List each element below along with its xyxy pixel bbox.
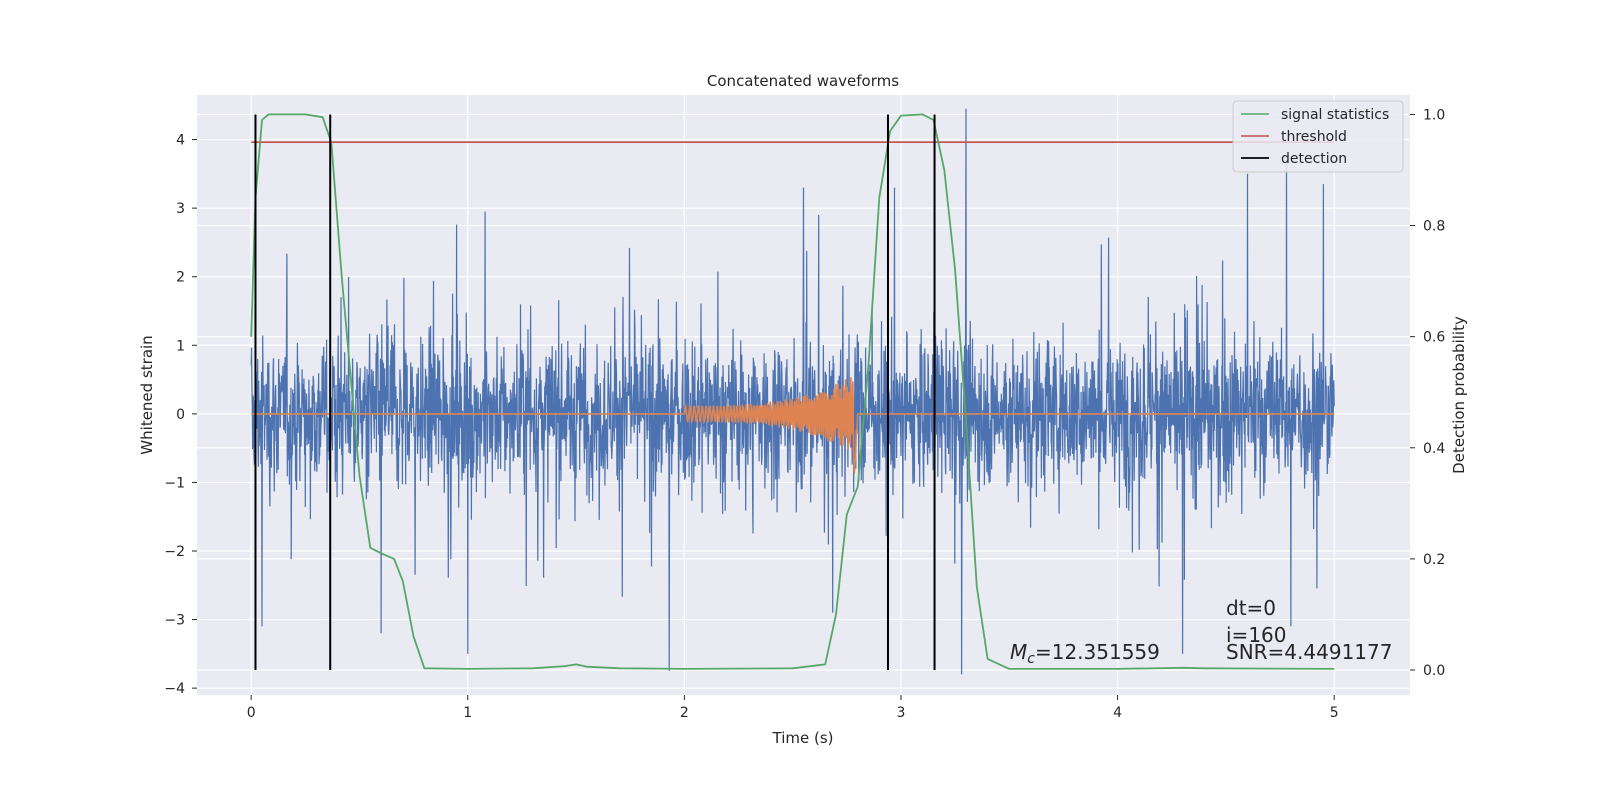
y-tick-label: −3 [164,613,185,629]
x-tick-label: 3 [897,705,906,721]
y-axis-label-right: Detection probability [1450,316,1468,474]
y-axis-label: Whitened strain [138,335,156,454]
annotation-mc-subscript: c [1027,651,1035,667]
annotation-mc-symbol: M [1010,640,1027,664]
x-tick-label: 1 [463,705,472,721]
signal-statistics-line [250,113,1335,670]
x-tick-label: 4 [1113,705,1122,721]
y-right-tick-label: 0.4 [1423,441,1445,457]
y-tick-label: 0 [176,407,185,423]
x-tick-label: 0 [247,705,256,721]
series-layer [250,108,1335,675]
annotations: dt=0 i=160 SNR=4.4491177 Mc=12.351559 [1010,596,1392,667]
x-axis-label: Time (s) [772,729,834,747]
x-tick-label: 2 [680,705,689,721]
noise-line [250,108,1335,675]
annotation-i: i=160 [1226,623,1287,647]
template-line [251,377,1335,474]
legend: signal statistics threshold detection [1232,100,1404,173]
legend-label-detection: detection [1281,151,1347,167]
annotation-mc-value: =12.351559 [1035,640,1160,664]
axes: 0 1 2 3 4 5 −4 −3 −2 −1 0 1 2 3 4 0.0 0.2 0.4 0.6 0.8 1.0 [164,107,1445,721]
annotation-snr: SNR=4.4491177 [1226,640,1392,664]
y-right-tick-label: 0.2 [1423,552,1445,568]
chart-title: Concatenated waveforms [707,72,899,90]
legend-label-signal-statistics: signal statistics [1281,107,1389,123]
y-tick-label: 1 [176,338,185,354]
legend-box [1232,100,1404,173]
y-tick-label: −4 [164,681,185,697]
y-tick-label: 3 [176,201,185,217]
y-tick-label: 4 [176,133,185,149]
y-tick-label: −1 [164,475,185,491]
y-right-tick-label: 1.0 [1423,107,1445,123]
y-tick-label: −2 [164,544,185,560]
y-right-tick-label: 0.6 [1423,330,1445,346]
annotation-dt: dt=0 [1226,596,1276,620]
y-right-tick-label: 0.0 [1423,663,1445,679]
legend-label-threshold: threshold [1281,129,1347,145]
y-right-tick-label: 0.8 [1423,219,1445,235]
annotation-mc: Mc=12.351559 [1010,640,1160,667]
x-tick-label: 5 [1330,705,1339,721]
y-tick-label: 2 [176,270,185,286]
